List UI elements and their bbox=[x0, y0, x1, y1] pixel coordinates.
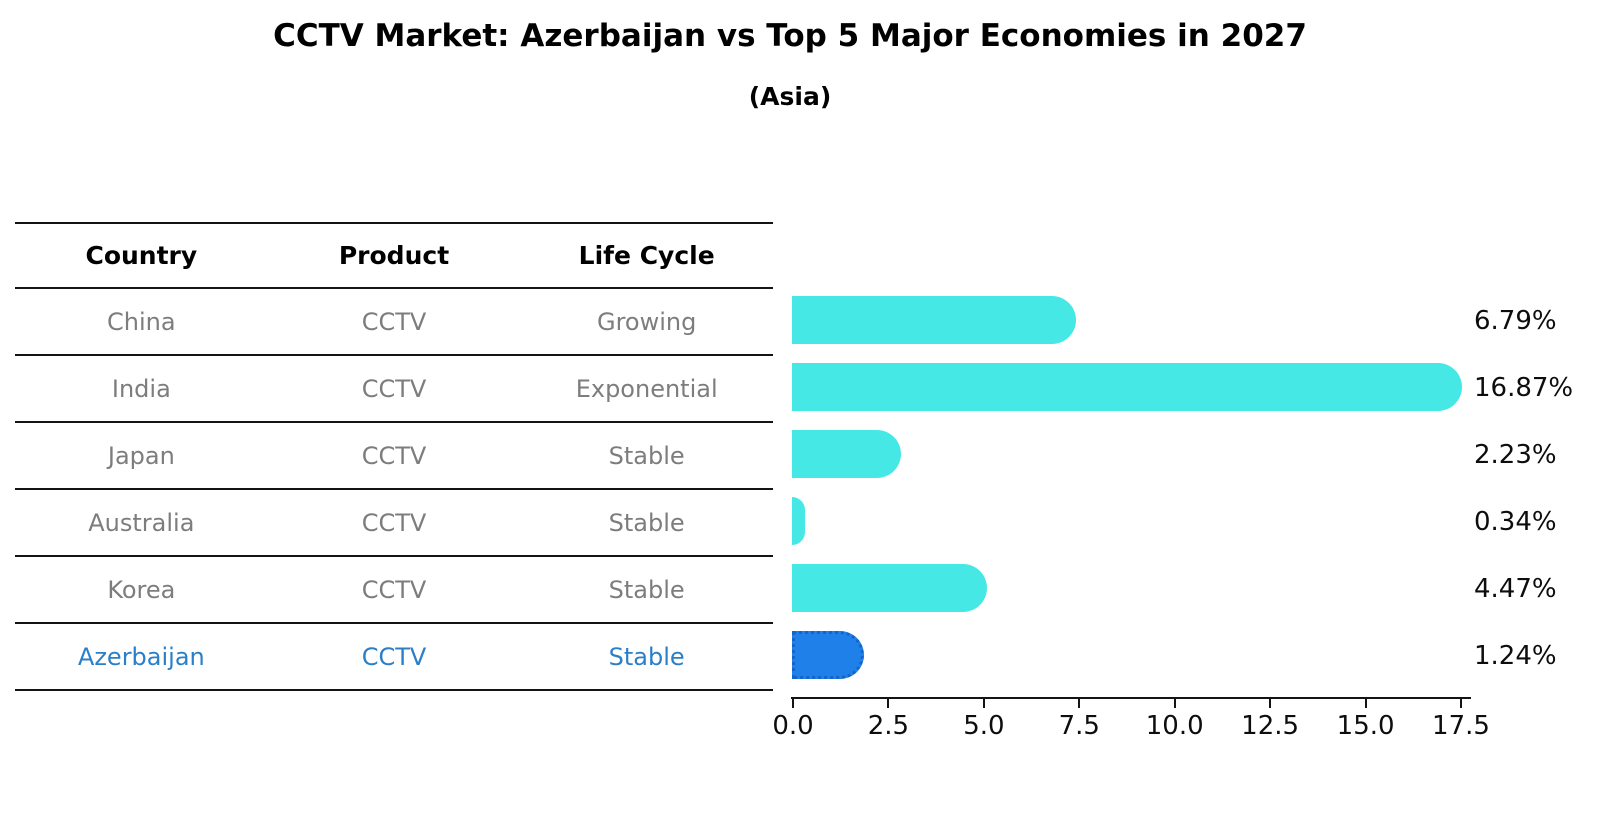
table-row: Korea CCTV Stable bbox=[15, 557, 773, 624]
country-cell: Korea bbox=[107, 575, 176, 604]
bar-row bbox=[792, 287, 1462, 354]
bar-value-label: 16.87% bbox=[1474, 372, 1574, 403]
bar-row bbox=[792, 555, 1462, 622]
bar-japan bbox=[792, 430, 902, 478]
table-header-product: Product bbox=[338, 241, 450, 270]
bar-india bbox=[792, 363, 1462, 411]
lifecycle-cell: Growing bbox=[596, 307, 697, 336]
table-row: India CCTV Exponential bbox=[15, 356, 773, 423]
bar-china bbox=[792, 296, 1076, 344]
chart-title: CCTV Market: Azerbaijan vs Top 5 Major E… bbox=[273, 18, 1307, 54]
bar-row bbox=[792, 622, 1462, 689]
table-body: China CCTV Growing India CCTV Exponential Japa… bbox=[15, 289, 773, 691]
x-axis-line bbox=[791, 697, 1471, 699]
country-cell: China bbox=[107, 307, 176, 336]
bar-row bbox=[792, 354, 1462, 421]
product-cell: CCTV bbox=[361, 575, 427, 604]
x-tick-label: 2.5 bbox=[867, 711, 910, 741]
lifecycle-cell: Stable bbox=[608, 441, 685, 470]
country-cell: Azerbaijan bbox=[77, 642, 205, 671]
x-axis: 0.0 2.5 5.0 7.5 10.0 12.5 15.0 17.5 bbox=[772, 699, 1490, 749]
product-cell: CCTV bbox=[361, 374, 427, 403]
table-row: Azerbaijan CCTV Stable bbox=[15, 624, 773, 691]
bar-value-label: 4.47% bbox=[1474, 573, 1557, 604]
x-tick-mark bbox=[1173, 699, 1176, 708]
x-tick-mark bbox=[1364, 699, 1367, 708]
bar-value-label: 1.24% bbox=[1474, 640, 1557, 671]
lifecycle-cell: Stable bbox=[608, 642, 685, 671]
x-tick-label: 15.0 bbox=[1336, 711, 1395, 741]
x-tick-label: 5.0 bbox=[963, 711, 1005, 741]
bar-value-label: 2.23% bbox=[1474, 439, 1557, 470]
product-cell: CCTV bbox=[361, 307, 427, 336]
table-row: Australia CCTV Stable bbox=[15, 490, 773, 557]
x-tick-mark bbox=[1078, 699, 1081, 708]
x-tick-label: 10.0 bbox=[1145, 711, 1204, 741]
bar-value-label: 0.34% bbox=[1474, 506, 1557, 537]
table-row: China CCTV Growing bbox=[15, 289, 773, 356]
x-tick-label: 12.5 bbox=[1241, 711, 1300, 741]
x-tick-mark bbox=[887, 699, 890, 708]
bar-azerbaijan bbox=[792, 631, 864, 679]
product-cell: CCTV bbox=[361, 441, 427, 470]
x-tick-mark bbox=[1269, 699, 1272, 708]
x-tick-label: 17.5 bbox=[1432, 711, 1490, 741]
table-header-lifecycle: Life Cycle bbox=[578, 241, 715, 270]
table-header-country: Country bbox=[85, 241, 198, 270]
bar-value-label: 6.79% bbox=[1474, 305, 1557, 336]
chart-subtitle: (Asia) bbox=[748, 82, 832, 111]
bar-korea bbox=[792, 564, 988, 612]
x-tick-mark bbox=[1460, 699, 1462, 708]
lifecycle-cell: Stable bbox=[608, 508, 685, 537]
country-table: Country Product Life Cycle China CCTV Grow… bbox=[15, 222, 773, 691]
table-header-row: Country Product Life Cycle bbox=[15, 222, 773, 289]
table-row: Japan CCTV Stable bbox=[15, 423, 773, 490]
bar-australia bbox=[792, 497, 805, 545]
bar-row bbox=[792, 488, 1462, 555]
bar-row bbox=[792, 421, 1462, 488]
x-tick-mark bbox=[982, 699, 985, 708]
product-cell: CCTV bbox=[361, 642, 427, 671]
bar-plot bbox=[792, 287, 1462, 689]
x-tick-label: 7.5 bbox=[1058, 711, 1100, 741]
country-cell: Australia bbox=[88, 508, 195, 537]
country-cell: India bbox=[111, 374, 171, 403]
lifecycle-cell: Stable bbox=[608, 575, 685, 604]
product-cell: CCTV bbox=[361, 508, 427, 537]
lifecycle-cell: Exponential bbox=[575, 374, 718, 403]
country-cell: Japan bbox=[107, 441, 175, 470]
x-tick-label: 0.0 bbox=[772, 711, 814, 741]
x-tick-mark bbox=[792, 699, 794, 708]
